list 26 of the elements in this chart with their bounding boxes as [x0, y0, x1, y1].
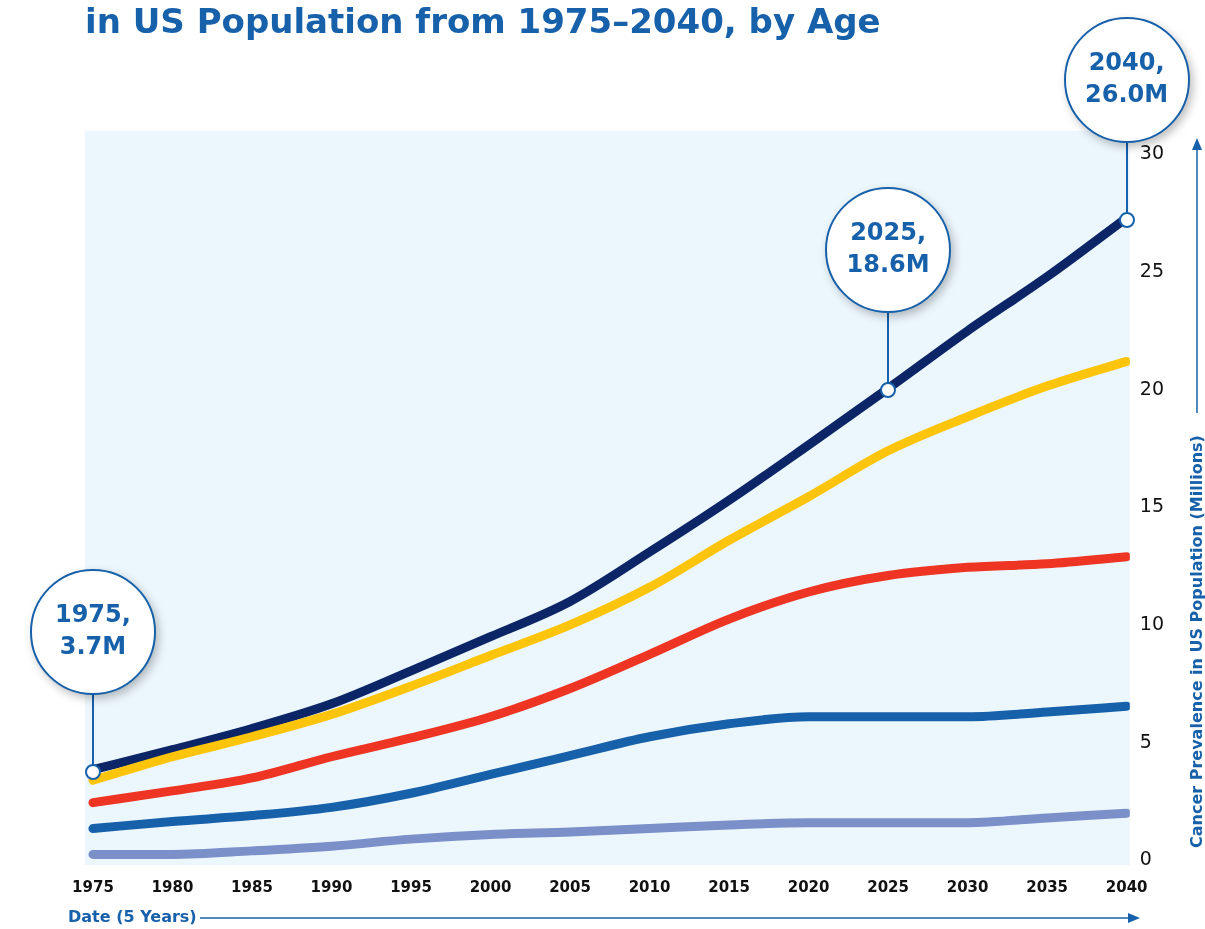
x-tick-label: 1980 — [151, 877, 194, 896]
x-tick-label: 2020 — [787, 877, 830, 896]
annotation: 2025, 18.6M — [845, 217, 931, 281]
y-tick-label: 15 — [1139, 494, 1165, 517]
x-tick-label: 2000 — [469, 877, 512, 896]
x-tick-label: 1975 — [72, 877, 114, 896]
y-tick-label: 5 — [1139, 729, 1152, 752]
x-tick-label: 2025 — [867, 877, 909, 896]
x-tick-label: 1985 — [231, 877, 273, 896]
x-tick-label: 2015 — [708, 877, 750, 896]
x-tick-label: 2040 — [1105, 877, 1148, 896]
x-tick-label: 1995 — [390, 877, 432, 896]
x-tick-label: 2035 — [1026, 877, 1068, 896]
y-tick-label: 10 — [1139, 611, 1165, 634]
x-tick-label: 2030 — [946, 877, 989, 896]
x-tick-label: 2010 — [628, 877, 671, 896]
y-tick-label: 30 — [1139, 141, 1165, 164]
y-tick-label: 0 — [1139, 847, 1152, 870]
y-tick-label: 25 — [1139, 258, 1165, 281]
annotation: 1975, 3.7M — [53, 598, 132, 662]
x-axis-title: Date (5 Years) — [68, 907, 197, 927]
chart-title: in US Population from 1975–2040, by Age — [85, 1, 881, 42]
x-tick-label: 1990 — [310, 877, 353, 896]
y-tick-label: 20 — [1139, 376, 1165, 399]
x-tick-label: 2005 — [549, 877, 591, 896]
y-axis-title: Cancer Prevalence in US Population (Millions) — [1187, 435, 1205, 848]
